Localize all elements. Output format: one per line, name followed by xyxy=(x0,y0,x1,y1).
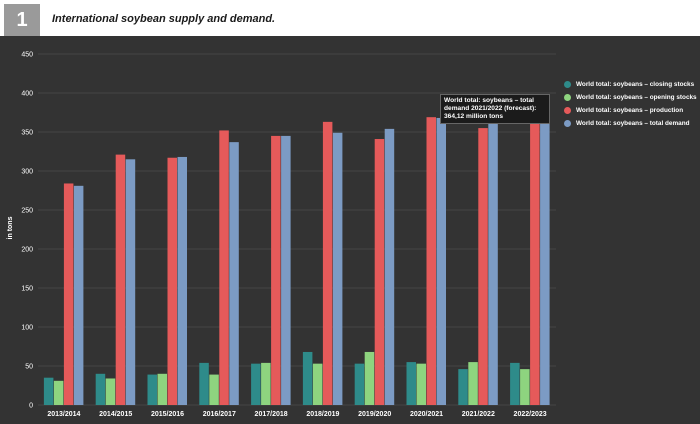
legend-label: World total: soybeans – opening stocks xyxy=(576,94,697,101)
bar-closing-stocks[interactable] xyxy=(354,363,365,405)
x-tick-label: 2018/2019 xyxy=(306,411,339,418)
bar-opening-stocks[interactable] xyxy=(364,351,375,405)
bar-closing-stocks[interactable] xyxy=(199,362,209,405)
bar-production[interactable] xyxy=(322,121,333,406)
legend-swatch-opening-stocks xyxy=(564,94,571,101)
legend-item-closing-stocks[interactable]: World total: soybeans – closing stocks xyxy=(564,78,698,91)
y-tick-label: 200 xyxy=(21,247,33,254)
y-tick-label: 250 xyxy=(21,208,33,215)
bar-production[interactable] xyxy=(167,157,178,405)
bar-closing-stocks[interactable] xyxy=(302,351,313,405)
legend-label: World total: soybeans – production xyxy=(576,107,684,114)
bar-total-demand[interactable] xyxy=(384,128,395,405)
bar-total-demand[interactable] xyxy=(73,185,84,405)
y-tick-label: 50 xyxy=(25,364,33,371)
x-tick-label: 2016/2017 xyxy=(203,411,236,418)
y-tick-label: 300 xyxy=(21,169,33,176)
y-axis-ticks: 0 50 100 150 200 250 300 350 400 450 xyxy=(21,52,33,410)
figure-header: 1 International soybean supply and deman… xyxy=(0,0,700,36)
bar-production[interactable] xyxy=(426,117,437,406)
bars xyxy=(43,100,550,406)
legend-swatch-total-demand xyxy=(564,120,571,127)
bar-opening-stocks[interactable] xyxy=(520,369,530,405)
bar-opening-stocks[interactable] xyxy=(209,374,219,405)
chart-tooltip: World total: soybeans – total demand 202… xyxy=(440,94,550,124)
bar-total-demand[interactable] xyxy=(125,159,136,405)
bar-opening-stocks[interactable] xyxy=(312,363,323,405)
bar-closing-stocks[interactable] xyxy=(251,363,261,405)
y-tick-label: 100 xyxy=(21,325,33,332)
x-tick-label: 2015/2016 xyxy=(151,411,184,418)
bar-production[interactable] xyxy=(271,135,281,405)
legend-swatch-closing-stocks xyxy=(564,81,571,88)
bar-opening-stocks[interactable] xyxy=(416,363,427,405)
bar-opening-stocks[interactable] xyxy=(468,362,478,405)
bar-total-demand[interactable] xyxy=(177,156,188,405)
x-tick-label: 2017/2018 xyxy=(255,411,288,418)
figure-title: International soybean supply and demand. xyxy=(52,13,276,25)
legend-item-total-demand[interactable]: World total: soybeans – total demand xyxy=(564,117,698,130)
figure-number: 1 xyxy=(4,4,40,36)
bar-total-demand[interactable] xyxy=(281,135,291,405)
x-tick-label: 2019/2020 xyxy=(358,411,391,418)
legend-label: World total: soybeans – total demand xyxy=(576,120,690,127)
bar-closing-stocks[interactable] xyxy=(43,377,54,405)
y-tick-label: 150 xyxy=(21,286,33,293)
bar-production[interactable] xyxy=(374,139,385,405)
x-tick-label: 2014/2015 xyxy=(99,411,132,418)
x-tick-label: 2020/2021 xyxy=(410,411,443,418)
x-tick-label: 2013/2014 xyxy=(47,411,80,418)
bar-total-demand[interactable] xyxy=(488,121,498,405)
bar-production[interactable] xyxy=(478,128,488,405)
bar-total-demand[interactable] xyxy=(436,117,447,406)
bar-production[interactable] xyxy=(115,154,126,405)
x-axis-ticks: 2013/2014 2014/2015 2015/2016 2016/2017 2017… xyxy=(47,411,546,418)
bar-production[interactable] xyxy=(219,130,229,405)
x-tick-label: 2022/2023 xyxy=(514,411,547,418)
bar-opening-stocks[interactable] xyxy=(157,373,168,405)
bar-opening-stocks[interactable] xyxy=(105,378,116,405)
bar-production[interactable] xyxy=(530,100,540,406)
legend-item-production[interactable]: World total: soybeans – production xyxy=(564,104,698,117)
bar-closing-stocks[interactable] xyxy=(458,369,468,405)
bar-closing-stocks[interactable] xyxy=(406,362,417,405)
y-axis-label: in tons xyxy=(7,216,14,239)
tooltip-line: demand 2021/2022 (forecast): xyxy=(444,105,537,112)
y-tick-label: 450 xyxy=(21,52,33,59)
x-tick-label: 2021/2022 xyxy=(462,411,495,418)
bar-closing-stocks[interactable] xyxy=(95,373,106,405)
tooltip-line: 364,12 million tons xyxy=(444,113,503,120)
legend-label: World total: soybeans – closing stocks xyxy=(576,81,695,88)
y-tick-label: 400 xyxy=(21,91,33,98)
bar-closing-stocks[interactable] xyxy=(147,374,158,405)
y-tick-label: 0 xyxy=(29,403,33,410)
legend-item-opening-stocks[interactable]: World total: soybeans – opening stocks xyxy=(564,91,698,104)
bar-total-demand[interactable] xyxy=(540,108,550,405)
bar-opening-stocks[interactable] xyxy=(53,380,64,405)
tooltip-line: World total: soybeans – total xyxy=(444,97,535,104)
bar-production[interactable] xyxy=(63,183,74,405)
bar-opening-stocks[interactable] xyxy=(261,362,271,405)
bar-closing-stocks[interactable] xyxy=(510,362,520,405)
chart-legend: World total: soybeans – closing stocks W… xyxy=(564,78,698,130)
bar-total-demand[interactable] xyxy=(332,132,343,405)
legend-swatch-production xyxy=(564,107,571,114)
bar-total-demand[interactable] xyxy=(229,142,239,405)
y-tick-label: 350 xyxy=(21,130,33,137)
